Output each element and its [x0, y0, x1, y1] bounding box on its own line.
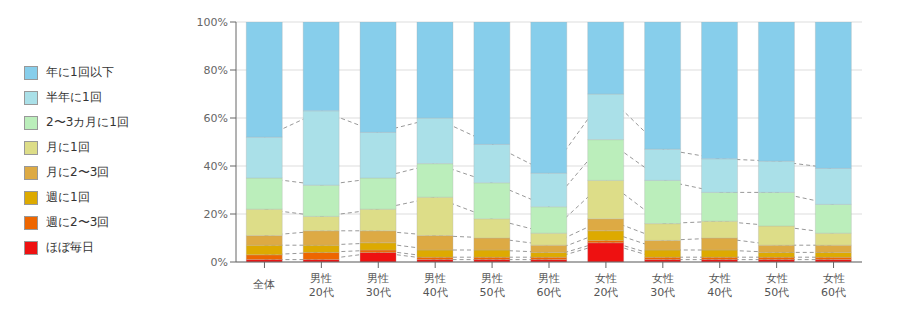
html-text:半年に1回: 半年に1回 [46, 90, 102, 104]
html-text:週に2〜3回: 週に2〜3回 [46, 215, 110, 229]
svg-text:男性50代: 男性50代 [480, 272, 505, 299]
html-text:年に1回以下: 年に1回以下 [46, 65, 114, 79]
html-text:月に1回: 月に1回 [46, 140, 90, 154]
svg-text:女性20代: 女性20代 [593, 272, 618, 299]
svg-text:女性50代: 女性50代 [764, 272, 789, 299]
svg-text:女性30代: 女性30代 [650, 272, 675, 299]
svg-text:80%: 80% [204, 64, 228, 77]
svg-text:男性40代: 男性40代 [423, 272, 448, 299]
html-text:2〜3カ月に1回: 2〜3カ月に1回 [46, 115, 129, 129]
svg-text:20%: 20% [204, 208, 228, 221]
svg-text:男性60代: 男性60代 [537, 272, 562, 299]
svg-text:40%: 40% [204, 160, 228, 173]
svg-text:100%: 100% [197, 16, 228, 29]
svg-text:女性40代: 女性40代 [707, 272, 732, 299]
svg-text:男性30代: 男性30代 [366, 272, 391, 299]
svg-text:60%: 60% [204, 112, 228, 125]
html-text:ほぼ毎日: ほぼ毎日 [46, 240, 94, 254]
svg-text:全体: 全体 [253, 278, 275, 291]
svg-text:女性60代: 女性60代 [821, 272, 846, 299]
html-text:週に1回: 週に1回 [46, 190, 90, 204]
svg-text:男性20代: 男性20代 [309, 272, 334, 299]
svg-text:0%: 0% [211, 256, 228, 269]
html-text:月に2〜3回: 月に2〜3回 [46, 165, 110, 179]
